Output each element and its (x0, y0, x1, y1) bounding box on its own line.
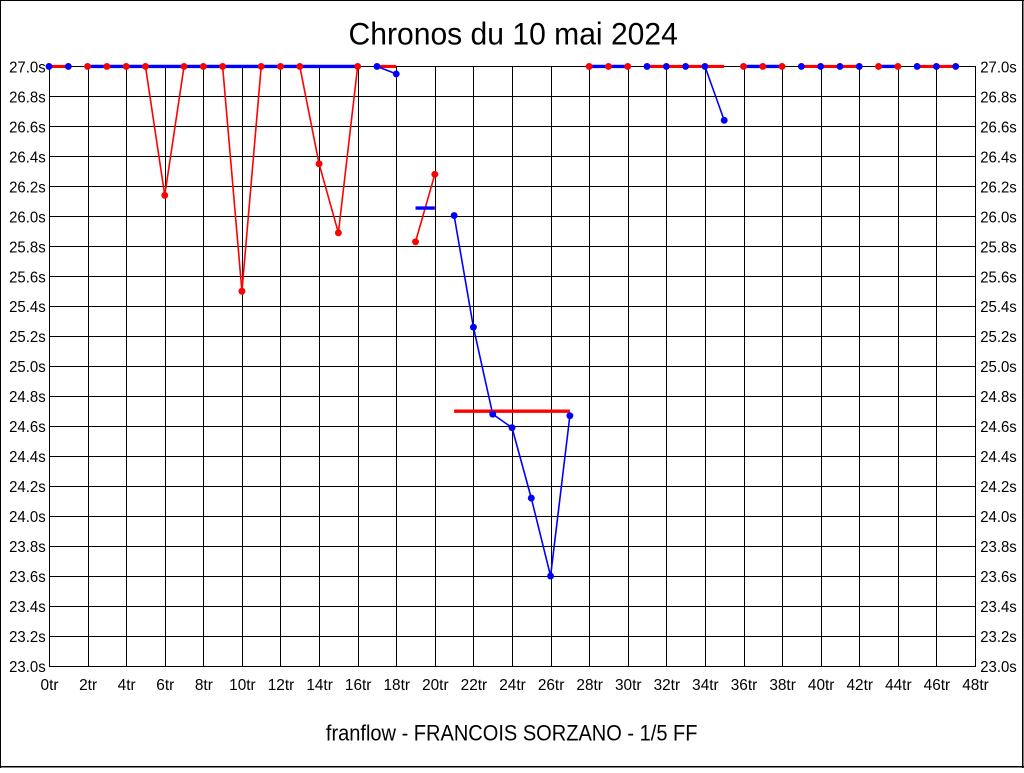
svg-text:23.2s: 23.2s (9, 629, 46, 646)
svg-text:26.0s: 26.0s (9, 209, 46, 226)
svg-text:24.0s: 24.0s (980, 509, 1017, 526)
svg-text:26.2s: 26.2s (9, 179, 46, 196)
svg-text:26.4s: 26.4s (9, 149, 46, 166)
svg-text:23.4s: 23.4s (9, 599, 46, 616)
svg-text:24.2s: 24.2s (9, 479, 46, 496)
svg-text:34tr: 34tr (692, 677, 719, 694)
svg-text:27.0s: 27.0s (9, 59, 46, 76)
svg-text:franflow - FRANCOIS SORZANO -: franflow - FRANCOIS SORZANO - 1/5 FF (326, 721, 698, 746)
svg-text:25.6s: 25.6s (9, 269, 46, 286)
svg-text:24tr: 24tr (499, 677, 526, 694)
svg-text:25.2s: 25.2s (9, 329, 46, 346)
svg-text:23.4s: 23.4s (980, 599, 1017, 616)
svg-text:26.0s: 26.0s (980, 209, 1017, 226)
svg-text:25.4s: 25.4s (980, 299, 1017, 316)
svg-text:32tr: 32tr (654, 677, 681, 694)
svg-text:24.6s: 24.6s (980, 419, 1017, 436)
svg-text:42tr: 42tr (847, 677, 874, 694)
svg-text:24.4s: 24.4s (980, 449, 1017, 466)
svg-text:23.8s: 23.8s (980, 539, 1017, 556)
svg-text:25.8s: 25.8s (9, 239, 46, 256)
svg-text:24.0s: 24.0s (9, 509, 46, 526)
svg-text:48tr: 48tr (962, 677, 989, 694)
svg-text:26.4s: 26.4s (980, 149, 1017, 166)
svg-text:18tr: 18tr (384, 677, 411, 694)
svg-text:46tr: 46tr (924, 677, 951, 694)
svg-text:23.8s: 23.8s (9, 539, 46, 556)
svg-text:27.0s: 27.0s (980, 59, 1017, 76)
svg-text:0tr: 0tr (41, 677, 59, 694)
svg-text:25.6s: 25.6s (980, 269, 1017, 286)
svg-text:23.0s: 23.0s (980, 659, 1017, 676)
svg-text:23.0s: 23.0s (9, 659, 46, 676)
svg-text:26.2s: 26.2s (980, 179, 1017, 196)
svg-text:23.6s: 23.6s (9, 569, 46, 586)
svg-text:8tr: 8tr (195, 677, 213, 694)
svg-text:40tr: 40tr (808, 677, 835, 694)
svg-text:25.2s: 25.2s (980, 329, 1017, 346)
svg-text:24.6s: 24.6s (9, 419, 46, 436)
svg-text:24.2s: 24.2s (980, 479, 1017, 496)
svg-text:25.4s: 25.4s (9, 299, 46, 316)
svg-text:28tr: 28tr (576, 677, 603, 694)
svg-text:25.8s: 25.8s (980, 239, 1017, 256)
svg-text:38tr: 38tr (769, 677, 796, 694)
svg-text:24.8s: 24.8s (9, 389, 46, 406)
svg-text:26.8s: 26.8s (9, 89, 46, 106)
svg-text:25.0s: 25.0s (9, 359, 46, 376)
svg-text:10tr: 10tr (229, 677, 256, 694)
svg-text:36tr: 36tr (731, 677, 758, 694)
svg-text:44tr: 44tr (885, 677, 912, 694)
svg-text:4tr: 4tr (118, 677, 136, 694)
svg-text:22tr: 22tr (461, 677, 488, 694)
svg-text:2tr: 2tr (79, 677, 97, 694)
svg-text:25.0s: 25.0s (980, 359, 1017, 376)
svg-text:20tr: 20tr (422, 677, 449, 694)
svg-text:23.6s: 23.6s (980, 569, 1017, 586)
svg-text:26tr: 26tr (538, 677, 565, 694)
svg-text:16tr: 16tr (345, 677, 372, 694)
svg-text:26.6s: 26.6s (9, 119, 46, 136)
svg-text:Chronos du 10 mai 2024: Chronos du 10 mai 2024 (349, 15, 678, 51)
svg-text:6tr: 6tr (156, 677, 174, 694)
svg-text:23.2s: 23.2s (980, 629, 1017, 646)
svg-text:24.8s: 24.8s (980, 389, 1017, 406)
svg-text:24.4s: 24.4s (9, 449, 46, 466)
svg-text:12tr: 12tr (268, 677, 295, 694)
svg-text:26.8s: 26.8s (980, 89, 1017, 106)
svg-text:14tr: 14tr (306, 677, 333, 694)
svg-text:30tr: 30tr (615, 677, 642, 694)
svg-text:26.6s: 26.6s (980, 119, 1017, 136)
